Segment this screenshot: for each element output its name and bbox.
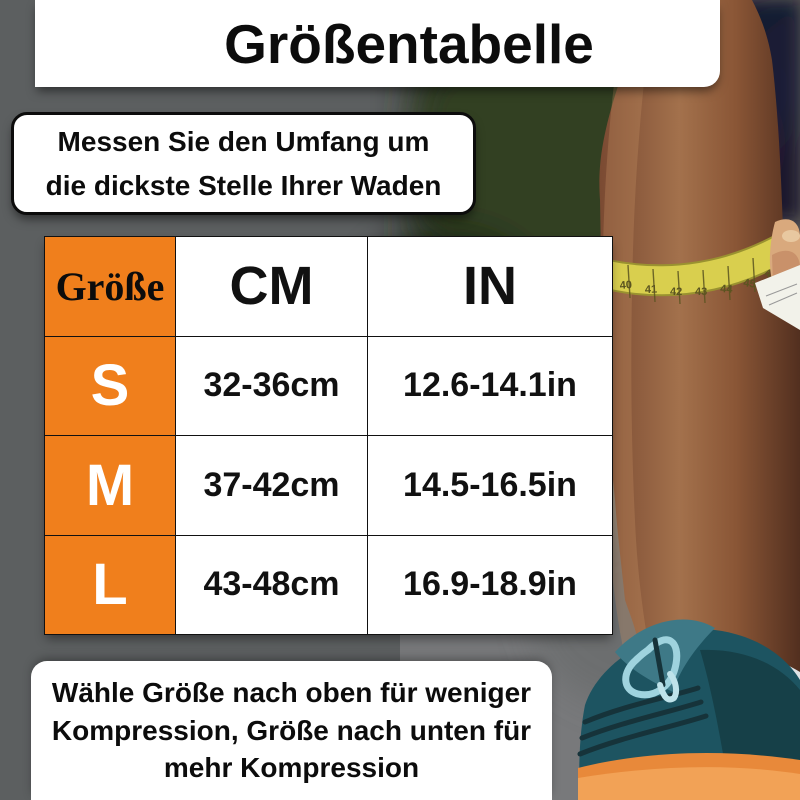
svg-text:41: 41 xyxy=(645,284,658,296)
svg-text:42: 42 xyxy=(670,286,682,298)
svg-text:40: 40 xyxy=(619,279,632,292)
svg-text:44: 44 xyxy=(720,283,734,296)
svg-text:43: 43 xyxy=(695,286,707,298)
svg-text:45: 45 xyxy=(743,277,757,291)
